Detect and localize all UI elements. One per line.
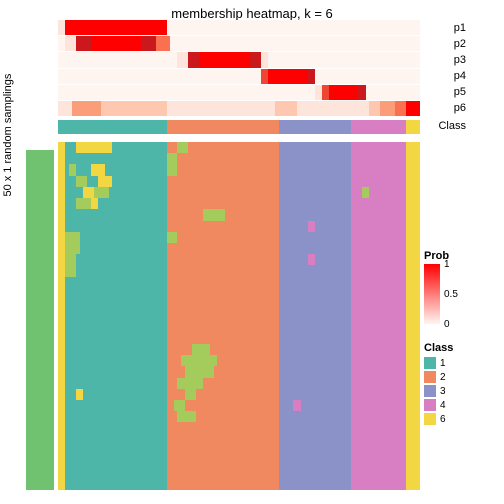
- class-legend-item: 4: [424, 399, 494, 411]
- class-legend-title: Class: [424, 342, 494, 354]
- prob-legend-bar: 10.50: [424, 264, 440, 324]
- p-label: p2: [454, 36, 466, 52]
- class-legend-item: 3: [424, 385, 494, 397]
- p-label: p5: [454, 84, 466, 100]
- chart-title: membership heatmap, k = 6: [0, 6, 504, 21]
- p-label: p1: [454, 20, 466, 36]
- prob-legend: Prob 10.50: [424, 250, 494, 324]
- class-legend-item: 6: [424, 413, 494, 425]
- row-annotation: [26, 150, 54, 490]
- class-label: Class: [438, 120, 466, 132]
- prob-legend-title: Prob: [424, 250, 494, 262]
- heatmap-main: [58, 20, 420, 490]
- p-labels: p1p2p3p4p5p6: [454, 20, 466, 116]
- y-axis-label: 50 x 1 random samplings: [2, 74, 14, 197]
- class-legend-item: 2: [424, 371, 494, 383]
- p-label: p6: [454, 100, 466, 116]
- p-label: p3: [454, 52, 466, 68]
- probability-block: [58, 20, 420, 116]
- heatmap-body: [58, 142, 420, 490]
- class-bar: [58, 120, 420, 134]
- class-legend: Class 1 2 3 4 6: [424, 342, 494, 427]
- class-legend-item: 1: [424, 357, 494, 369]
- p-label: p4: [454, 68, 466, 84]
